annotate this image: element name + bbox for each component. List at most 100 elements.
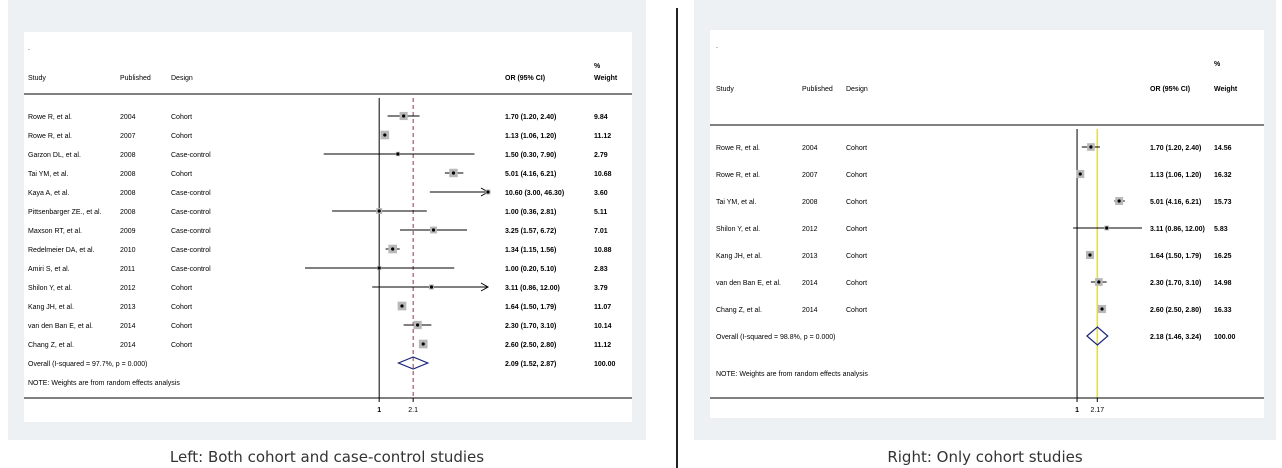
study-name: Redelmeier DA, et al. [28,247,95,254]
study-name: Maxson RT, et al. [28,228,82,235]
point-estimate [421,342,425,346]
point-estimate [431,228,436,232]
study-or-ci: 2.30 (1.70, 3.10) [1150,280,1201,287]
right-forest-panel: .% Study Published Design OR (95% CI) Weight R… [694,0,1276,440]
study-or-ci: 1.64 (1.50, 1.79) [505,304,556,311]
study-or-ci: 5.01 (4.16, 6.21) [505,171,556,178]
study-year: 2013 [802,253,818,260]
study-weight: 2.79 [594,152,608,159]
study-or-ci: 2.60 (2.50, 2.80) [505,342,556,349]
point-estimate [1100,307,1104,311]
study-or-ci: 3.11 (0.86, 12.00) [1150,226,1205,233]
study-or-ci: 1.34 (1.15, 1.56) [505,247,556,254]
study-design: Case-control [171,266,211,273]
study-name: Chang Z, et al. [716,307,762,314]
study-or-ci: 1.13 (1.06, 1.20) [505,133,556,140]
study-year: 2008 [802,199,818,206]
study-year: 2013 [120,304,136,311]
study-name: van den Ban E, et al. [28,323,93,330]
point-estimate [415,323,420,327]
study-year: 2008 [120,190,136,197]
overall-weight: 100.00 [594,361,616,368]
point-estimate [402,114,406,118]
study-design: Cohort [846,307,867,314]
header-weight: Weight [594,75,618,82]
study-name: Rowe R, et al. [28,133,72,140]
overall-label: Overall (I-squared = 97.7%, p = 0.000) [28,361,147,368]
study-name: Rowe R, et al. [28,114,72,121]
study-year: 2007 [120,133,136,140]
study-or-ci: 10.60 (3.00, 46.30) [505,190,564,197]
study-design: Cohort [846,253,867,260]
study-weight: 10.68 [594,171,612,178]
weights-note: NOTE: Weights are from random effects an… [716,371,868,378]
header-published: Published [802,86,833,93]
right-caption: Right: Only cohort studies [887,448,1083,466]
left-caption: Left: Both cohort and case-control studi… [169,448,485,466]
header-pct: % [594,63,601,70]
study-weight: 5.83 [1214,226,1228,233]
study-weight: 2.83 [594,266,608,273]
study-name: Amiri S, et al. [28,266,70,273]
study-weight: 11.12 [594,133,611,140]
header-design: Design [846,86,868,93]
overall-label: Overall (I-squared = 98.8%, p = 0.000) [716,334,835,341]
study-or-ci: 3.25 (1.57, 6.72) [505,228,556,235]
point-estimate [377,266,381,270]
study-or-ci: 1.50 (0.30, 7.90) [505,152,556,159]
right-forest-plot: .% Study Published Design OR (95% CI) Weight R… [710,30,1264,418]
point-estimate [383,133,387,137]
point-estimate [1089,145,1093,149]
study-name: Rowe R, et al. [716,172,760,179]
point-estimate [377,209,381,213]
axis-tick-label: 1 [377,407,381,414]
study-weight: 11.12 [594,342,611,349]
study-name: Kang JH, et al. [716,253,762,260]
study-design: Cohort [171,342,192,349]
study-design: Case-control [171,228,211,235]
study-or-ci: 1.00 (0.36, 2.81) [505,209,556,216]
study-or-ci: 1.13 (1.06, 1.20) [1150,172,1201,179]
left-forest-plot: .% Study Published Design OR (95% CI) Weight R… [24,32,632,422]
ci-arrow [480,282,490,292]
overall-diamond [1086,326,1109,346]
point-estimate [451,171,456,175]
dot-label: . [28,45,30,52]
study-design: Cohort [171,114,192,121]
point-estimate [1097,280,1101,284]
study-year: 2008 [120,209,136,216]
study-weight: 10.88 [594,247,612,254]
study-name: Kang JH, et al. [28,304,74,311]
study-weight: 3.60 [594,190,608,197]
study-design: Case-control [171,209,211,216]
weights-note: NOTE: Weights are from random effects an… [28,380,180,387]
header-published: Published [120,75,151,82]
study-name: Shilon Y, et al. [716,226,760,233]
study-design: Cohort [171,133,192,140]
overall-or-ci: 2.09 (1.52, 2.87) [505,361,556,368]
study-design: Cohort [171,323,192,330]
study-design: Cohort [171,285,192,292]
study-weight: 10.14 [594,323,612,330]
left-forest-panel: .% Study Published Design OR (95% CI) Weight R… [8,0,646,440]
study-or-ci: 1.70 (1.20, 2.40) [505,114,556,121]
header-weight: Weight [1214,86,1238,93]
study-weight: 3.79 [594,285,608,292]
overall-weight: 100.00 [1214,334,1236,341]
header-or: OR (95% CI) [1150,86,1190,93]
study-design: Cohort [846,226,867,233]
point-estimate [400,304,404,308]
dot-label: . [716,43,718,50]
study-name: Tai YM, et al. [28,171,68,178]
axis-tick-label: 2.17 [1090,407,1104,414]
study-weight: 16.33 [1214,307,1232,314]
study-weight: 9.84 [594,114,608,121]
point-estimate [1117,199,1121,203]
study-name: Kaya A, et al. [28,190,69,197]
study-name: Chang Z, et al. [28,342,74,349]
overall-or-ci: 2.18 (1.46, 3.24) [1150,334,1201,341]
study-or-ci: 1.70 (1.20, 2.40) [1150,145,1201,152]
axis-tick-label: 2.1 [408,407,418,414]
header-pct: % [1214,61,1221,68]
study-or-ci: 2.30 (1.70, 3.10) [505,323,556,330]
